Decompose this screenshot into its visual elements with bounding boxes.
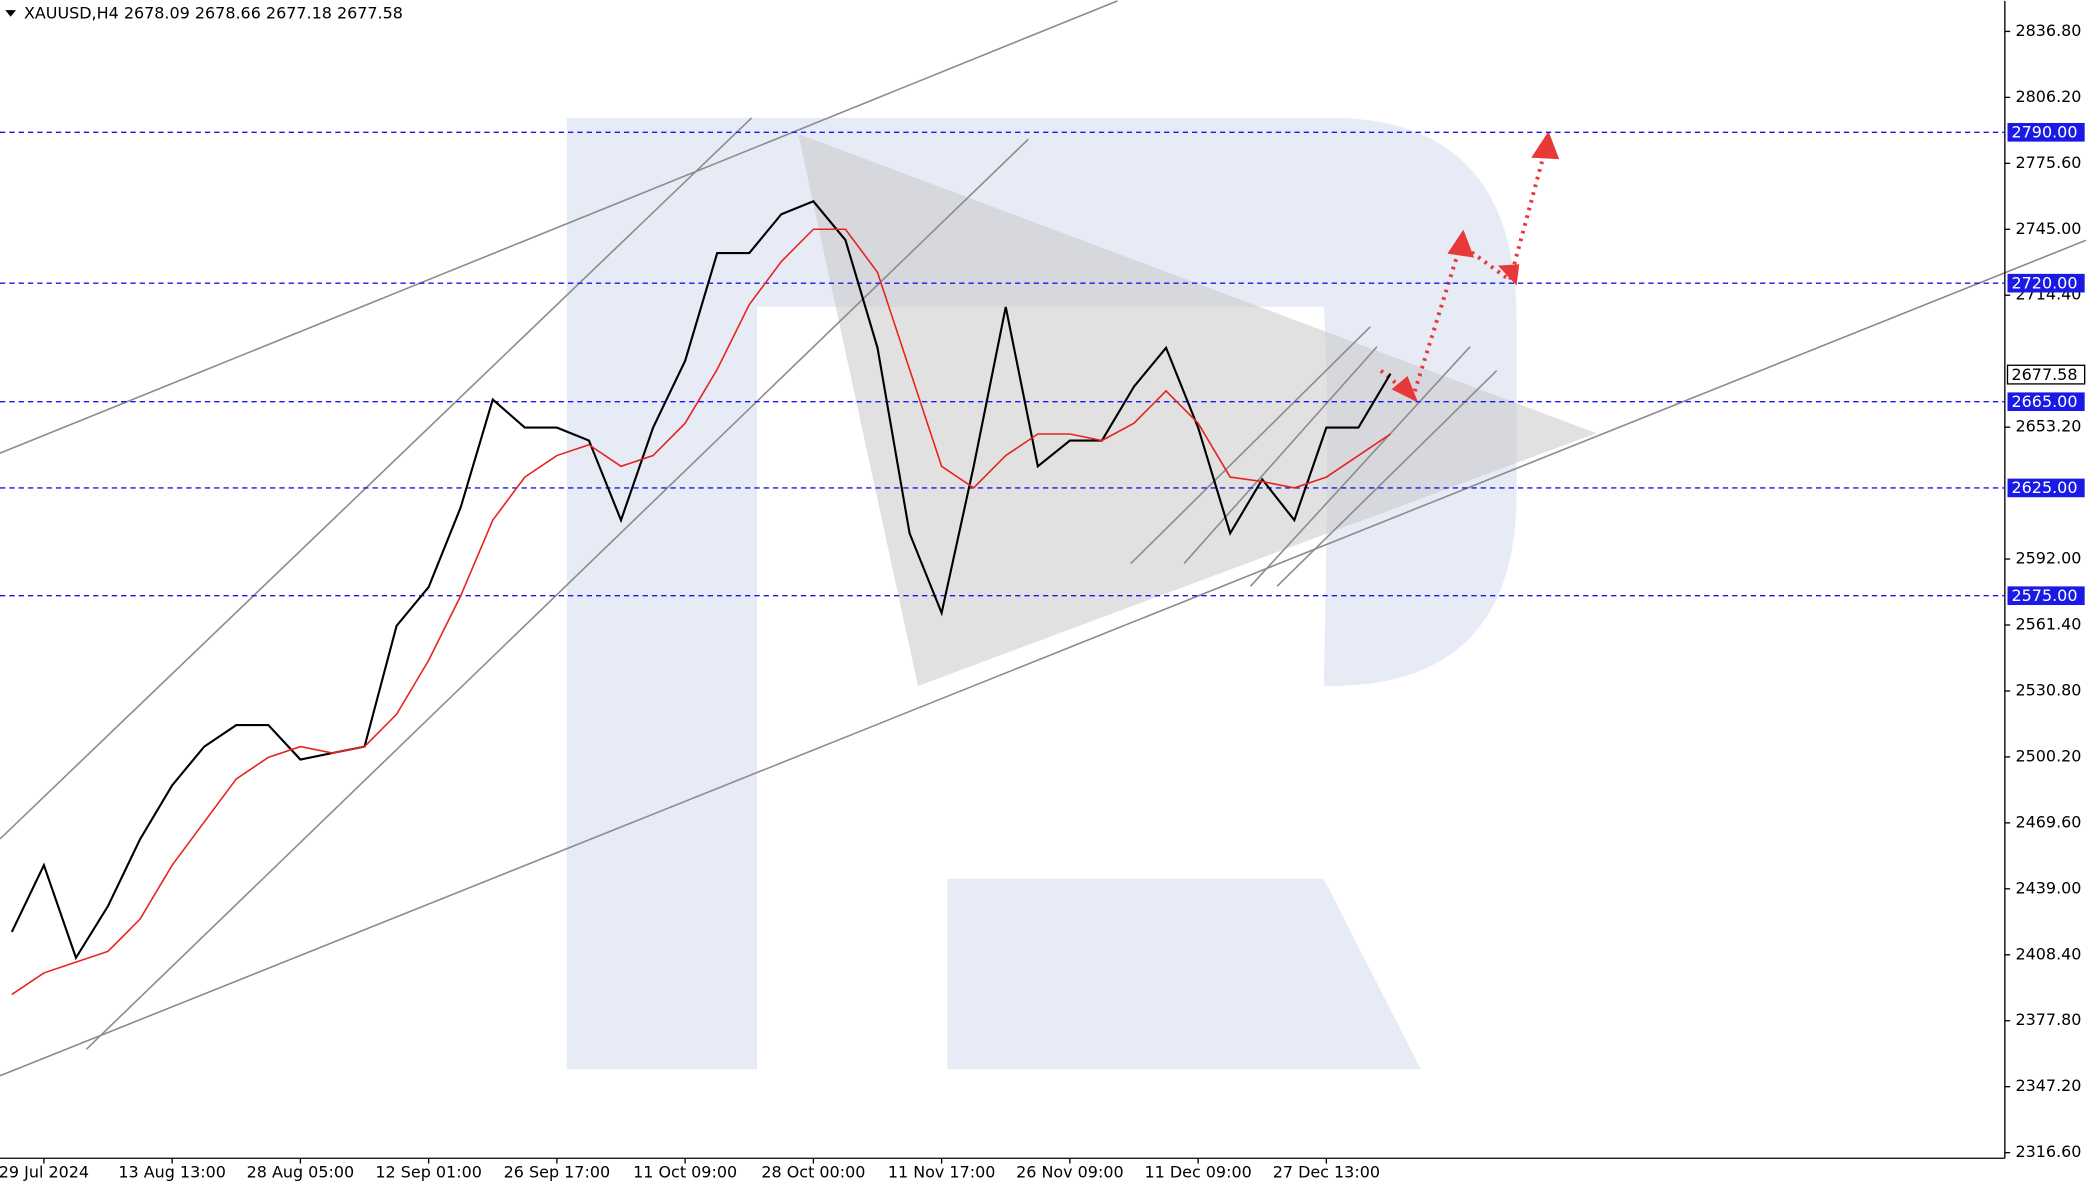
x-tick-label: 11 Oct 09:00 (633, 1162, 737, 1181)
level-label: 2575.00 (2012, 586, 2078, 605)
triangle-pattern (798, 133, 1597, 686)
y-tick-label: 2592.00 (2015, 549, 2081, 568)
trend-lines (0, 0, 2086, 1077)
level-label: 2625.00 (2012, 478, 2078, 497)
level-label: 2790.00 (2012, 122, 2078, 141)
y-tick-label: 2745.00 (2015, 219, 2081, 238)
x-tick-label: 11 Nov 17:00 (888, 1162, 996, 1181)
y-tick-label: 2653.20 (2015, 417, 2081, 436)
x-tick-label: 13 Aug 13:00 (118, 1162, 226, 1181)
moving-average-line (11, 228, 1391, 996)
level-label: 2720.00 (2012, 273, 2078, 292)
symbol-menu-icon[interactable] (5, 10, 16, 17)
level-box (2007, 392, 2085, 412)
y-tick-label: 2377.80 (2015, 1010, 2081, 1029)
level-box (2007, 122, 2085, 142)
x-tick-label: 26 Nov 09:00 (1016, 1162, 1124, 1181)
y-tick-label: 2775.60 (2015, 153, 2081, 172)
y-tick-label: 2439.00 (2015, 878, 2081, 897)
x-tick-label: 28 Aug 05:00 (247, 1162, 355, 1181)
last-price-label: 2677.58 (2012, 365, 2078, 384)
watermark-logo (566, 117, 1517, 1070)
y-tick-label: 2836.80 (2015, 21, 2081, 40)
x-tick-label: 28 Oct 00:00 (761, 1162, 865, 1181)
x-tick-label: 27 Dec 13:00 (1273, 1162, 1380, 1181)
chart-title: XAUUSD,H4 2678.09 2678.66 2677.18 2677.5… (24, 4, 403, 23)
level-label: 2665.00 (2012, 392, 2078, 411)
price-line (10, 200, 1392, 961)
y-tick-label: 2408.40 (2015, 944, 2081, 963)
arrow-heads (1391, 131, 1560, 403)
level-box (2007, 478, 2085, 498)
x-tick-label: 29 Jul 2024 (0, 1162, 89, 1181)
last-price-box (2006, 364, 2086, 385)
x-tick-label: 11 Dec 09:00 (1144, 1162, 1251, 1181)
level-box (2007, 273, 2085, 293)
logo-shape (566, 117, 1517, 1070)
x-tick-label: 12 Sep 01:00 (375, 1162, 481, 1181)
y-tick-label: 2806.20 (2015, 87, 2081, 106)
y-tick-label: 2347.20 (2015, 1076, 2081, 1095)
y-tick-label: 2561.40 (2015, 615, 2081, 634)
x-tick-label: 26 Sep 17:00 (504, 1162, 610, 1181)
y-tick-label: 2469.60 (2015, 812, 2081, 831)
y-tick-label: 2500.20 (2015, 746, 2081, 765)
y-tick-label: 2530.80 (2015, 680, 2081, 699)
level-box (2007, 586, 2085, 606)
y-tick-label: 2316.60 (2015, 1142, 2081, 1161)
